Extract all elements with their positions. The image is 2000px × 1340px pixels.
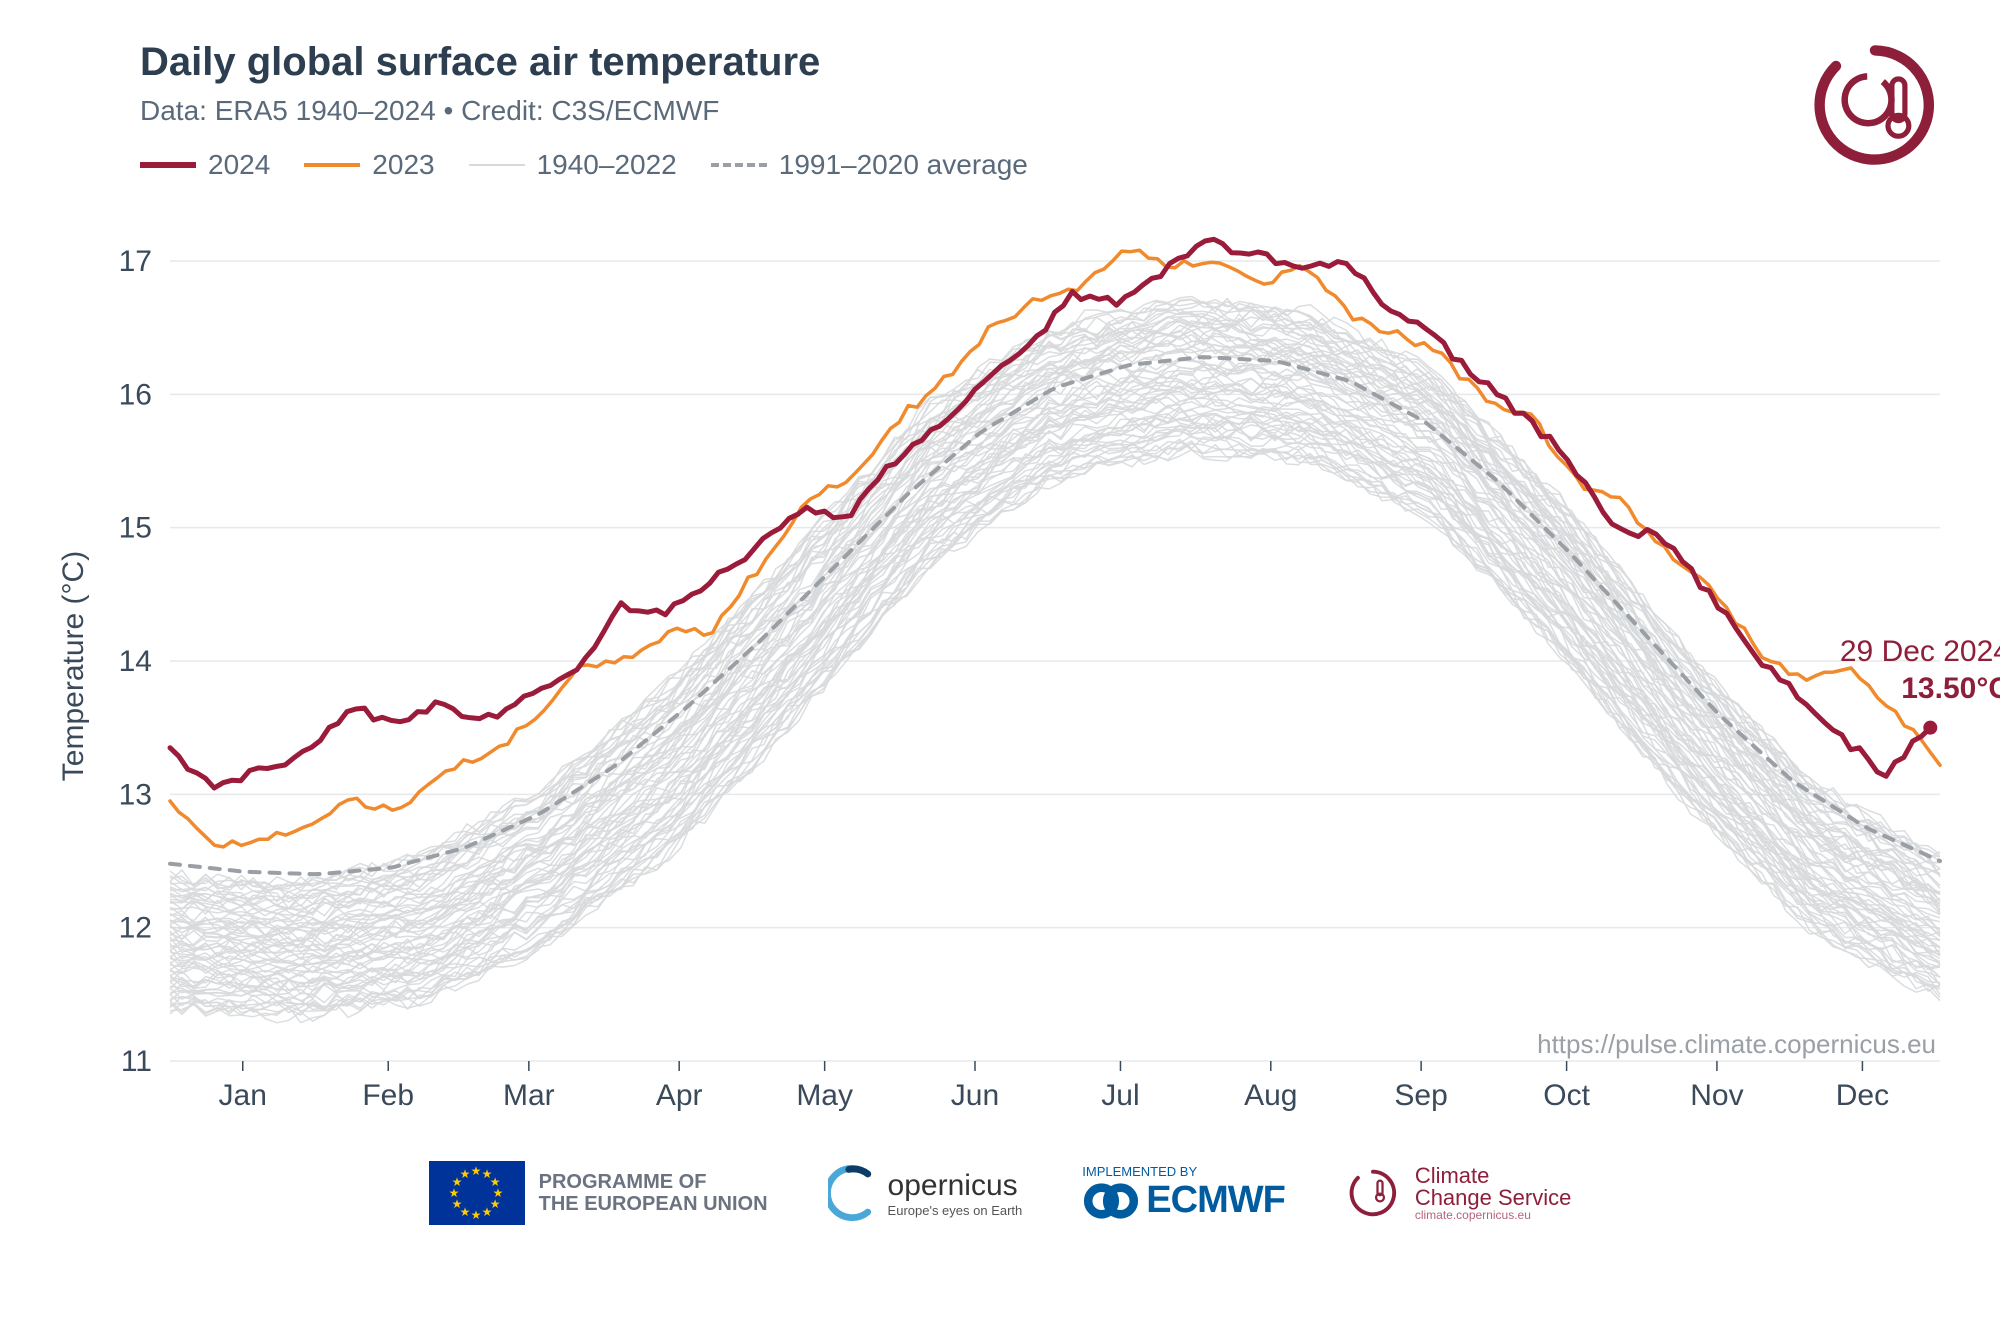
legend-label: 2024 [208, 149, 270, 181]
footer-logos: ★★★★★★★★★★★★ PROGRAMME OF THE EUROPEAN U… [40, 1151, 1960, 1225]
svg-text:Mar: Mar [503, 1079, 555, 1112]
ecmwf-small: IMPLEMENTED BY [1082, 1164, 1197, 1179]
svg-text:Dec: Dec [1836, 1079, 1889, 1112]
ccs-line3: climate.copernicus.eu [1415, 1209, 1572, 1221]
chart: Temperature (°C) 11 12 13 14 15 16 17 Jan Feb Mar… [40, 181, 1960, 1151]
legend-item: 2023 [304, 149, 434, 181]
eu-logo-block: ★★★★★★★★★★★★ PROGRAMME OF THE EUROPEAN U… [429, 1161, 768, 1225]
legend-label: 1940–2022 [537, 149, 677, 181]
source-url: https://pulse.climate.copernicus.eu [1537, 1029, 1936, 1060]
ecmwf-link-icon [1082, 1182, 1140, 1220]
svg-text:12: 12 [119, 912, 152, 945]
svg-text:Nov: Nov [1690, 1079, 1743, 1112]
legend-item: 2024 [140, 149, 270, 181]
svg-text:16: 16 [119, 378, 152, 411]
legend-swatch [140, 162, 196, 168]
copernicus-swirl-icon [828, 1165, 874, 1221]
svg-text:Oct: Oct [1543, 1079, 1590, 1112]
legend-swatch [469, 164, 525, 166]
legend-label: 2023 [372, 149, 434, 181]
legend-label: 1991–2020 average [779, 149, 1028, 181]
eu-flag-icon: ★★★★★★★★★★★★ [429, 1161, 525, 1225]
y-axis-title: Temperature (°C) [57, 551, 91, 781]
svg-text:May: May [796, 1079, 853, 1112]
copernicus-sub: Europe's eyes on Earth [888, 1203, 1023, 1218]
ccs-logo: Climate Change Service climate.copernicu… [1345, 1165, 1572, 1221]
legend-item: 1940–2022 [469, 149, 677, 181]
svg-text:17: 17 [119, 245, 152, 278]
svg-text:13: 13 [119, 778, 152, 811]
svg-text:Aug: Aug [1244, 1079, 1297, 1112]
endpoint-annotation: 29 Dec 2024 13.50°C [1840, 633, 2000, 708]
svg-text:14: 14 [119, 645, 152, 678]
chart-title: Daily global surface air temperature [140, 40, 1960, 85]
ccs-icon [1345, 1165, 1401, 1221]
eu-text-1: PROGRAMME OF [539, 1171, 768, 1193]
svg-text:11: 11 [121, 1045, 152, 1078]
ecmwf-logo: IMPLEMENTED BY ECMWF [1082, 1164, 1285, 1222]
copernicus-text: opernicus [888, 1169, 1018, 1202]
svg-text:Apr: Apr [656, 1079, 703, 1112]
copernicus-logo: opernicus Europe's eyes on Earth [828, 1165, 1023, 1221]
figure-container: Daily global surface air temperature Dat… [0, 0, 2000, 1340]
legend-swatch [711, 163, 767, 167]
legend: 2024 2023 1940–2022 1991–2020 average [140, 149, 1960, 181]
endpoint-value: 13.50°C [1840, 670, 2000, 708]
ecmwf-text: ECMWF [1146, 1179, 1285, 1222]
svg-text:15: 15 [119, 512, 152, 545]
chart-svg: 11 12 13 14 15 16 17 Jan Feb Mar Apr May Jun Jul Aug Se… [40, 181, 1960, 1151]
legend-item: 1991–2020 average [711, 149, 1028, 181]
chart-subtitle: Data: ERA5 1940–2024 • Credit: C3S/ECMWF [140, 95, 1960, 127]
endpoint-date: 29 Dec 2024 [1840, 633, 2000, 671]
svg-text:Jul: Jul [1101, 1079, 1139, 1112]
header: Daily global surface air temperature Dat… [140, 40, 1960, 181]
svg-text:Jan: Jan [219, 1079, 267, 1112]
ccs-line2: Change Service [1415, 1187, 1572, 1209]
eu-text-2: THE EUROPEAN UNION [539, 1193, 768, 1215]
legend-swatch [304, 163, 360, 167]
svg-text:Jun: Jun [951, 1079, 999, 1112]
svg-text:Sep: Sep [1394, 1079, 1447, 1112]
svg-text:Feb: Feb [362, 1079, 414, 1112]
ccs-line1: Climate [1415, 1165, 1572, 1187]
